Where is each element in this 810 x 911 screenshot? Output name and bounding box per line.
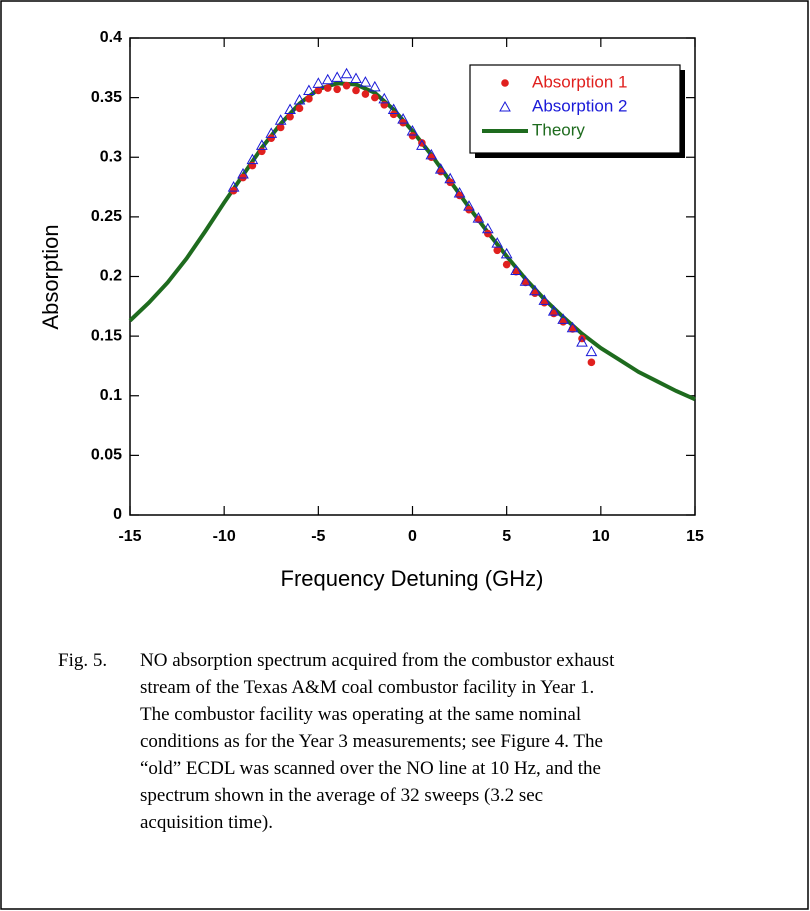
point bbox=[484, 229, 492, 238]
point bbox=[342, 81, 351, 90]
point bbox=[265, 127, 278, 138]
x-tick-label: 15 bbox=[686, 528, 704, 545]
point bbox=[418, 139, 426, 147]
point bbox=[237, 167, 249, 179]
point bbox=[246, 153, 259, 165]
y-tick-label: 0.35 bbox=[91, 89, 122, 106]
x-tick-label: 10 bbox=[592, 528, 610, 545]
x-tick-label: -10 bbox=[213, 528, 236, 545]
point bbox=[434, 163, 447, 174]
point bbox=[510, 264, 522, 276]
y-tick-label: 0.15 bbox=[91, 327, 122, 344]
point bbox=[463, 200, 475, 211]
caption-line: conditions as for the Year 3 measurement… bbox=[140, 731, 603, 752]
point bbox=[453, 186, 466, 198]
point bbox=[538, 294, 551, 305]
point bbox=[303, 84, 315, 95]
point bbox=[248, 161, 257, 170]
point bbox=[406, 124, 419, 136]
point bbox=[284, 103, 296, 115]
x-tick-label: 5 bbox=[502, 528, 511, 545]
point bbox=[305, 95, 313, 103]
point bbox=[444, 172, 457, 184]
point bbox=[293, 93, 306, 105]
point bbox=[276, 123, 285, 132]
y-tick-label: 0 bbox=[113, 506, 122, 523]
point bbox=[350, 72, 362, 84]
x-axis-label: Frequency Detuning (GHz) bbox=[281, 566, 544, 591]
point bbox=[416, 139, 428, 150]
caption-line: NO absorption spectrum acquired from the… bbox=[140, 650, 615, 671]
caption-line: The combustor facility was operating at … bbox=[140, 704, 581, 725]
point bbox=[566, 321, 579, 333]
point bbox=[557, 313, 570, 324]
point bbox=[389, 110, 398, 119]
point bbox=[387, 103, 400, 115]
point bbox=[361, 90, 370, 98]
point bbox=[267, 134, 276, 142]
legend-label: Absorption 2 bbox=[532, 96, 627, 115]
y-tick-label: 0.4 bbox=[100, 29, 122, 46]
point bbox=[352, 86, 360, 95]
point bbox=[502, 260, 511, 269]
y-tick-label: 0.3 bbox=[100, 148, 122, 165]
point bbox=[312, 77, 325, 88]
y-tick-label: 0.1 bbox=[100, 387, 122, 404]
point bbox=[368, 80, 381, 92]
legend-swatch bbox=[499, 100, 511, 112]
point bbox=[286, 112, 294, 121]
point bbox=[481, 222, 494, 234]
point bbox=[380, 100, 389, 109]
theory-line bbox=[128, 81, 696, 402]
y-tick-label: 0.05 bbox=[91, 447, 122, 464]
point bbox=[258, 147, 266, 156]
legend-label: Theory bbox=[532, 120, 585, 139]
point bbox=[397, 113, 409, 124]
point bbox=[371, 93, 379, 102]
point bbox=[472, 212, 485, 223]
y-axis-label: Absorption bbox=[38, 224, 63, 329]
point bbox=[576, 336, 588, 347]
caption-line: spectrum shown in the average of 32 swee… bbox=[140, 785, 543, 806]
caption-line: “old” ECDL was scanned over the NO line … bbox=[140, 758, 601, 779]
point bbox=[491, 237, 504, 248]
point bbox=[340, 67, 353, 79]
point bbox=[274, 114, 287, 125]
point bbox=[547, 305, 560, 316]
point bbox=[408, 131, 417, 140]
point bbox=[323, 84, 332, 92]
legend-swatch bbox=[501, 79, 509, 87]
point bbox=[529, 284, 541, 296]
x-tick-label: 0 bbox=[408, 528, 417, 545]
point bbox=[321, 73, 334, 85]
point bbox=[359, 76, 372, 87]
point bbox=[227, 181, 240, 192]
point bbox=[425, 148, 438, 160]
point bbox=[519, 275, 532, 286]
point bbox=[295, 104, 304, 113]
x-tick-label: -5 bbox=[311, 528, 325, 545]
point bbox=[314, 86, 323, 95]
caption-line: stream of the Texas A&M coal combustor f… bbox=[140, 677, 594, 698]
point bbox=[500, 247, 513, 259]
caption-line: acquisition time). bbox=[140, 812, 273, 833]
caption-label: Fig. 5. bbox=[58, 650, 107, 671]
legend-label: Absorption 1 bbox=[532, 72, 627, 91]
point bbox=[587, 358, 596, 367]
point bbox=[378, 92, 391, 104]
y-tick-label: 0.25 bbox=[91, 208, 122, 225]
y-tick-label: 0.2 bbox=[100, 268, 122, 285]
point bbox=[585, 345, 598, 357]
point bbox=[333, 85, 341, 94]
point bbox=[255, 139, 268, 150]
point bbox=[331, 71, 344, 82]
x-tick-label: -15 bbox=[118, 528, 141, 545]
point bbox=[493, 246, 502, 255]
